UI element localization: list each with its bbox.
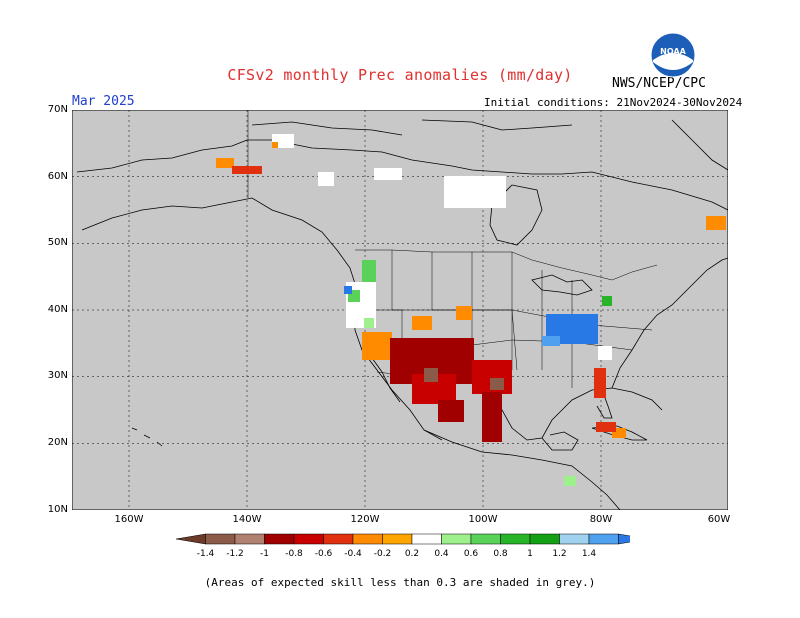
- noaa-logo: NOAA: [650, 32, 696, 78]
- legend-swatch: [500, 533, 531, 545]
- legend-swatch: [323, 533, 354, 545]
- chart-title: CFSv2 monthly Prec anomalies (mm/day): [227, 66, 573, 84]
- legend-swatch: [264, 533, 295, 545]
- legend-swatch: [441, 533, 472, 545]
- legend-label: -1: [260, 549, 269, 559]
- anomaly-map: [72, 110, 728, 510]
- lon-label: 60W: [707, 514, 731, 525]
- lat-label: 10N: [47, 503, 68, 515]
- legend-swatch: [588, 533, 619, 545]
- forecast-month: Mar 2025: [72, 94, 135, 109]
- lat-label: 60N: [47, 170, 68, 182]
- legend-swatch: [352, 533, 383, 545]
- legend-label: 0.6: [464, 549, 479, 559]
- legend-label: 1.2: [552, 549, 566, 559]
- legend-swatch: [293, 533, 324, 545]
- legend-label: 1.4: [582, 549, 597, 559]
- legend-label: 0.2: [405, 549, 419, 559]
- legend-label: -1.4: [197, 549, 215, 559]
- legend-swatch: [411, 533, 442, 545]
- legend-swatch: [559, 533, 590, 545]
- legend-swatch: [382, 533, 413, 545]
- lat-label: 50N: [47, 237, 68, 249]
- legend-swatch: [618, 533, 630, 545]
- noaa-logo-text: NOAA: [660, 47, 686, 56]
- footnote: (Areas of expected skill less than 0.3 a…: [204, 576, 596, 589]
- legend-swatch: [175, 533, 206, 545]
- anomaly-cells: [216, 134, 726, 486]
- lat-label: 30N: [47, 370, 68, 382]
- legend-label: -0.6: [315, 549, 333, 559]
- color-legend: -1.4 -1.2 -1 -0.8 -0.6 -0.4 -0.2 0.2 0.4 0.6 0.8 1 1…: [175, 533, 630, 559]
- lat-label: 20N: [47, 437, 68, 448]
- legend-labels: -1.4 -1.2 -1 -0.8 -0.6 -0.4 -0.2 0.2 0.4 0.6 0.8 1 1…: [197, 549, 597, 559]
- legend-swatch: [205, 533, 236, 545]
- legend-label: 0.8: [493, 549, 508, 559]
- legend-label: -0.8: [285, 549, 303, 559]
- lon-label: 100W: [468, 514, 498, 525]
- legend-label: -0.2: [374, 549, 392, 559]
- lon-label: 140W: [232, 514, 262, 525]
- lon-label: 160W: [114, 514, 144, 525]
- legend-label: -1.2: [226, 549, 244, 559]
- legend-swatch: [234, 533, 265, 545]
- lon-label: 80W: [589, 514, 613, 525]
- legend-label: 0.4: [434, 549, 449, 559]
- initial-conditions: Initial conditions: 21Nov2024-30Nov2024: [484, 96, 743, 109]
- legend-swatch: [470, 533, 501, 545]
- legend-boxes: [175, 533, 630, 545]
- agency-label: NWS/NCEP/CPC: [612, 76, 706, 91]
- lon-label: 120W: [350, 514, 380, 525]
- legend-swatch: [529, 533, 560, 545]
- lat-label: 70N: [47, 104, 68, 115]
- legend-label: -0.4: [344, 549, 362, 559]
- legend-label: 1: [527, 549, 533, 559]
- lat-label: 40N: [47, 303, 68, 315]
